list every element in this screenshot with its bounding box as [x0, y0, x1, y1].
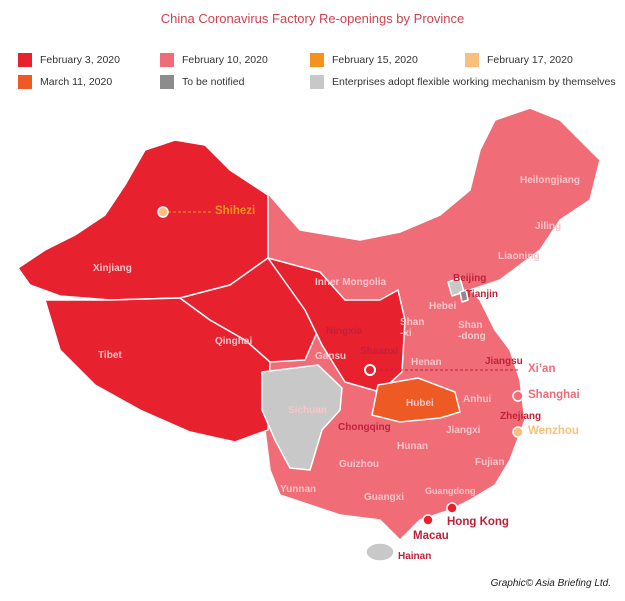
label-shanghai: Shanghai	[528, 389, 580, 401]
region-xinjiang	[17, 139, 269, 301]
label-yunnan: Yunnan	[280, 484, 317, 495]
legend-item: March 11, 2020	[18, 75, 112, 89]
label-shaanxi: Shaanxi	[360, 346, 399, 357]
label-hong-kong: Hong Kong	[447, 516, 509, 528]
region-hubei	[371, 377, 461, 423]
shihezi-marker	[157, 206, 169, 218]
map-title: China Coronavirus Factory Re-openings by…	[160, 11, 465, 26]
legend-swatch	[18, 53, 32, 67]
label-hubei: Hubei	[406, 398, 434, 409]
label-fujian: Fujian	[475, 457, 505, 468]
label-anhui: Anhui	[463, 394, 492, 405]
label-gansu: Gansu	[315, 351, 347, 362]
label-jilin: Jiling	[535, 221, 562, 232]
legend-label: March 11, 2020	[40, 76, 113, 88]
legend-item: February 10, 2020	[160, 53, 268, 67]
legend-swatch	[310, 75, 324, 89]
label-xinjiang: Xinjiang	[93, 263, 132, 274]
macau-marker	[422, 514, 434, 526]
label-wenzhou: Wenzhou	[528, 425, 579, 437]
legend-label: Enterprises adopt flexible working mecha…	[332, 76, 616, 88]
legend-item: February 17, 2020	[465, 53, 573, 67]
credit: Graphic© Asia Briefing Ltd.	[490, 578, 611, 589]
hong-kong-marker	[446, 502, 458, 514]
label-chongqing: Chongqing	[338, 422, 391, 433]
label-shanxi: Shan -xi	[400, 317, 425, 339]
label-henan: Henan	[411, 357, 442, 368]
legend-item: February 15, 2020	[310, 53, 418, 67]
label-hunan: Hunan	[397, 441, 429, 452]
region-qinghai	[179, 257, 319, 363]
label-jiangsu: Jiangsu	[485, 356, 523, 367]
label-shihezi: Shihezi	[215, 205, 256, 217]
legend-swatch	[160, 75, 174, 89]
label-guangxi: Guangxi	[364, 492, 405, 503]
legend-label: February 10, 2020	[182, 54, 268, 66]
label-qinghai: Qinghai	[215, 336, 253, 347]
legend-item: Enterprises adopt flexible working mecha…	[310, 75, 616, 89]
label-macau: Macau	[413, 530, 449, 542]
label-shandong: Shan -dong	[458, 320, 486, 342]
wenzhou-marker	[512, 426, 524, 438]
label-tibet: Tibet	[98, 350, 122, 361]
legend-swatch	[310, 53, 324, 67]
shanghai-marker	[512, 390, 524, 402]
region-hainan	[365, 542, 395, 562]
xian-marker	[364, 364, 376, 376]
label-jiangxi: Jiangxi	[446, 425, 481, 436]
label-xian: Xi’an	[528, 363, 556, 375]
label-sichuan: Sichuan	[288, 405, 327, 416]
region-gansu-ningxia-shaanxi	[267, 257, 406, 393]
legend-swatch	[160, 53, 174, 67]
label-beijing: Beijing	[453, 273, 487, 284]
legend-label: February 15, 2020	[332, 54, 418, 66]
legend-swatch	[18, 75, 32, 89]
label-heilongjiang: Heilongjiang	[520, 175, 580, 186]
label-ningxia: Ningxia	[326, 326, 363, 337]
label-inner-mongolia: Inner Mongolia	[315, 277, 387, 288]
label-zhejiang: Zhejiang	[500, 411, 542, 422]
legend-item: February 3, 2020	[18, 53, 120, 67]
label-guangdong: Guangdong	[425, 486, 476, 496]
region-tianjin	[459, 289, 469, 303]
legend-swatch	[465, 53, 479, 67]
legend-item: To be notified	[160, 75, 244, 89]
legend-label: February 3, 2020	[40, 54, 120, 66]
label-liaoning: Liaoning	[498, 251, 540, 262]
legend-label: February 17, 2020	[487, 54, 573, 66]
legend-label: To be notified	[182, 76, 245, 88]
label-tianjin: Tianjin	[466, 289, 499, 300]
label-guizhou: Guizhou	[339, 459, 379, 470]
label-hebei: Hebei	[429, 301, 457, 312]
label-hainan: Hainan	[398, 551, 432, 562]
region-sichuan	[261, 364, 343, 471]
